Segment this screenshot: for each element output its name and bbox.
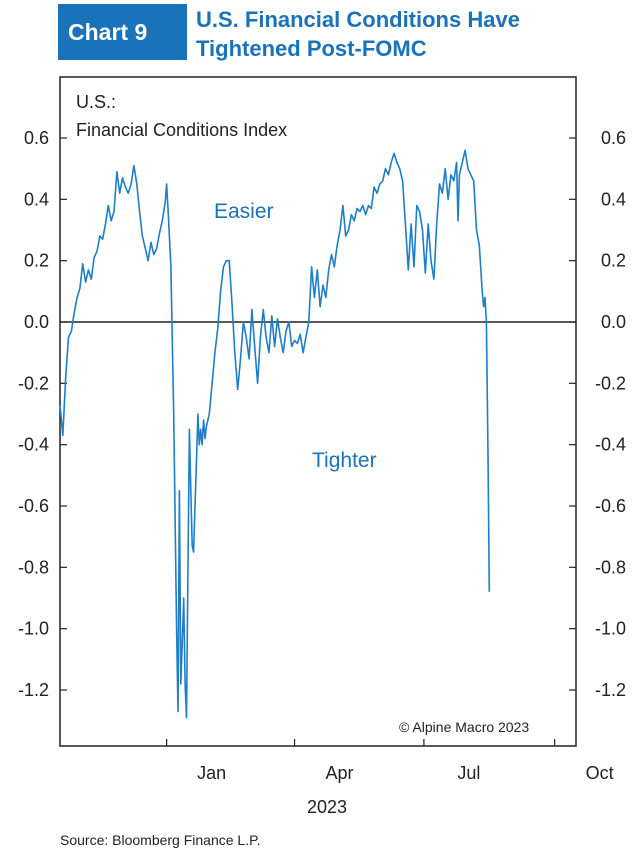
y-tick-label-left: -0.4 xyxy=(18,435,49,455)
y-tick-label-left: 0.0 xyxy=(24,312,49,332)
copyright-note: © Alpine Macro 2023 xyxy=(399,719,529,735)
annotation-easier: Easier xyxy=(214,200,274,223)
chart-number-badge: Chart 9 xyxy=(58,4,187,60)
y-tick-label-left: -0.2 xyxy=(18,373,49,393)
y-axis-right: 0.6 0.4 0.2 0.0 -0.2 -0.4 -0.6 -0.8 -1.0 -1.2 xyxy=(569,128,626,700)
y-tick-label-left: -0.6 xyxy=(18,496,49,516)
series-line-fci xyxy=(59,149,491,719)
y-tick-label-right: -0.4 xyxy=(595,435,626,455)
y-tick-label-right: -0.2 xyxy=(595,373,626,393)
y-tick-label-right: -1.2 xyxy=(595,680,626,700)
y-tick-label-left: -1.2 xyxy=(18,680,49,700)
x-tick-label: Oct xyxy=(586,763,614,783)
y-tick-label-left: 0.6 xyxy=(24,128,49,148)
y-tick-label-left: 0.2 xyxy=(24,251,49,271)
y-axis-left: 0.6 0.4 0.2 0.0 -0.2 -0.4 -0.6 -0.8 -1.0 -1.2 xyxy=(18,128,67,700)
chart-title-line-2: Tightened Post-FOMC xyxy=(196,36,427,61)
y-tick-label-left: -0.8 xyxy=(18,557,49,577)
y-tick-label-right: 0.0 xyxy=(601,312,626,332)
x-axis-label: 2023 xyxy=(307,797,347,817)
inner-title-line-1: U.S.: xyxy=(76,92,116,112)
y-tick-label-right: 0.2 xyxy=(601,251,626,271)
x-axis: Jan Apr Jul Oct xyxy=(166,739,614,783)
y-tick-label-left: 0.4 xyxy=(24,189,49,209)
y-tick-label-right: 0.6 xyxy=(601,128,626,148)
y-tick-label-right: -1.0 xyxy=(595,619,626,639)
inner-title-line-2: Financial Conditions Index xyxy=(76,120,287,140)
x-tick-label: Apr xyxy=(326,763,354,783)
y-tick-label-left: -1.0 xyxy=(18,619,49,639)
x-tick-label: Jul xyxy=(457,763,480,783)
source-note: Source: Bloomberg Finance L.P. xyxy=(60,832,261,848)
annotation-tighter: Tighter xyxy=(312,449,377,472)
y-tick-label-right: -0.6 xyxy=(595,496,626,516)
chart-title: U.S. Financial Conditions Have Tightened… xyxy=(196,5,616,63)
y-tick-label-right: 0.4 xyxy=(601,189,626,209)
plot-frame xyxy=(59,76,577,747)
y-tick-label-right: -0.8 xyxy=(595,557,626,577)
x-tick-label: Jan xyxy=(197,763,226,783)
chart-title-line-1: U.S. Financial Conditions Have xyxy=(196,7,520,32)
